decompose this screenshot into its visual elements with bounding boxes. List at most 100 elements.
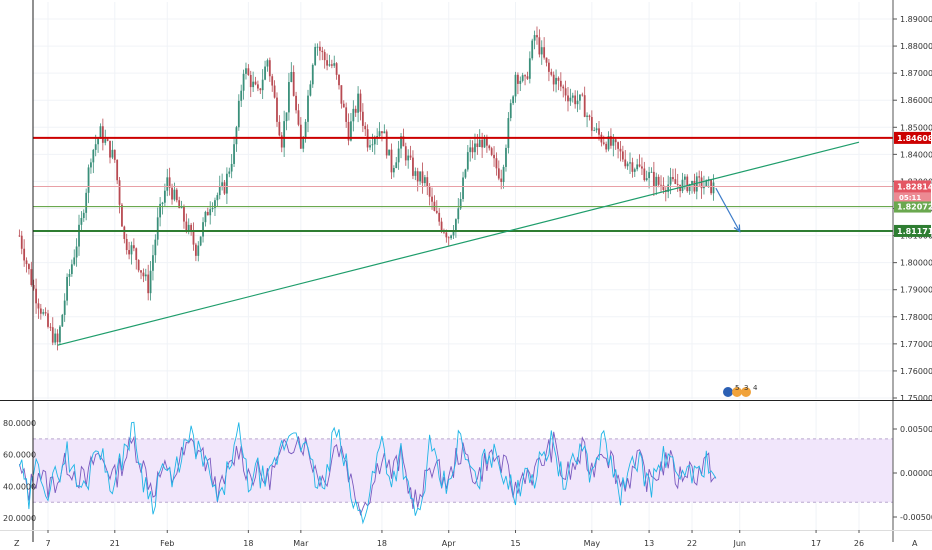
- candle-body: [175, 189, 178, 201]
- projection-arrow: [715, 187, 741, 232]
- candle-body: [113, 149, 116, 160]
- price-tick-label: 1.79000: [900, 286, 932, 295]
- oscillator-tick-label: 60.0000: [3, 451, 36, 460]
- candle-body: [540, 47, 543, 55]
- candle-body: [610, 136, 612, 146]
- candle-body: [419, 171, 422, 182]
- main-price-grid: [33, 2, 893, 399]
- resistance-tag-label: 1.84608: [897, 134, 932, 143]
- candle-body: [23, 248, 26, 261]
- candle-body: [159, 203, 162, 218]
- candle-body: [342, 103, 345, 108]
- candle-body: [481, 139, 484, 148]
- candle-body: [233, 144, 235, 164]
- candle-body: [63, 300, 66, 315]
- candle-body: [383, 131, 386, 134]
- auto-scale-button[interactable]: A: [912, 539, 918, 548]
- candle-body: [206, 211, 209, 216]
- candle-body: [528, 58, 531, 79]
- candle-body: [273, 85, 276, 98]
- candle-body: [626, 163, 629, 167]
- candle-body: [323, 52, 326, 61]
- candle-body: [638, 164, 641, 167]
- scale-mode-left[interactable]: Z: [14, 539, 20, 548]
- candle-body: [194, 244, 197, 256]
- candle-body: [202, 222, 204, 237]
- candle-body: [524, 75, 526, 77]
- candle-body: [445, 232, 448, 238]
- candle-body: [464, 169, 467, 178]
- candle-body: [97, 138, 99, 145]
- candle-body: [278, 121, 281, 136]
- candle-body: [350, 121, 352, 141]
- candle-body: [590, 117, 593, 131]
- candle-body: [517, 74, 519, 84]
- candle-body: [168, 177, 171, 188]
- candle-body: [335, 63, 338, 75]
- candle-body: [288, 82, 290, 113]
- candle-body: [54, 333, 57, 343]
- candle-body: [235, 127, 238, 145]
- candle-body: [562, 86, 565, 89]
- candle-body: [476, 143, 479, 148]
- candle-body: [271, 76, 274, 86]
- candle-body: [645, 178, 648, 181]
- candle-body: [631, 162, 634, 172]
- price-tick-label: 1.87000: [900, 69, 932, 78]
- candle-body: [123, 226, 126, 239]
- candle-body: [140, 270, 142, 273]
- candle-body: [478, 139, 481, 148]
- candle-body: [607, 136, 610, 150]
- candle-body: [297, 110, 300, 125]
- candle-body: [431, 196, 433, 202]
- candle-body: [28, 264, 30, 270]
- price-tick-label: 1.85000: [900, 123, 932, 132]
- candle-body: [493, 154, 495, 159]
- time-tick-label: Feb: [160, 539, 174, 548]
- candle-body: [509, 103, 512, 119]
- drawn-lines[interactable]: [57, 141, 860, 346]
- candle-body: [390, 149, 393, 173]
- time-tick-label: 18: [243, 539, 253, 548]
- candle-body: [385, 131, 388, 156]
- candle-body: [548, 62, 550, 72]
- event-icon[interactable]: [732, 387, 742, 397]
- candle-body: [125, 238, 128, 251]
- support_2-tag-label: 1.81171: [897, 227, 932, 236]
- event-icons[interactable]: 5 3 4: [723, 384, 758, 397]
- candle-body: [598, 128, 600, 135]
- candle-body: [619, 148, 622, 152]
- candle-body: [333, 63, 336, 66]
- candle-body: [78, 224, 80, 247]
- candle-body: [407, 155, 410, 161]
- candle-body: [576, 100, 579, 105]
- candle-body: [633, 169, 636, 172]
- candle-body: [378, 131, 381, 137]
- candle-body: [264, 66, 266, 80]
- candle-body: [80, 218, 83, 225]
- candle-body: [641, 166, 643, 169]
- flag-icon[interactable]: [723, 387, 733, 397]
- candle-body: [483, 137, 486, 148]
- horizontal-levels[interactable]: [33, 136, 893, 232]
- candle-body: [426, 177, 429, 187]
- candle-body: [25, 260, 28, 265]
- price-tick-label: 1.78000: [900, 313, 932, 322]
- candle-body: [319, 46, 321, 51]
- event-icon[interactable]: [741, 387, 751, 397]
- candle-body: [502, 166, 505, 182]
- candle-body: [228, 171, 231, 174]
- candle-body: [152, 255, 154, 271]
- candle-body: [354, 108, 357, 113]
- candle-body: [404, 146, 407, 161]
- candle-body: [59, 326, 61, 343]
- countdown-tag: [894, 192, 931, 202]
- candle-body: [328, 64, 331, 66]
- candle-body: [135, 248, 138, 260]
- candle-body: [92, 149, 95, 163]
- candle-body: [440, 221, 443, 231]
- candle-body: [130, 245, 133, 255]
- candle-body: [352, 108, 355, 122]
- candle-body: [216, 195, 219, 201]
